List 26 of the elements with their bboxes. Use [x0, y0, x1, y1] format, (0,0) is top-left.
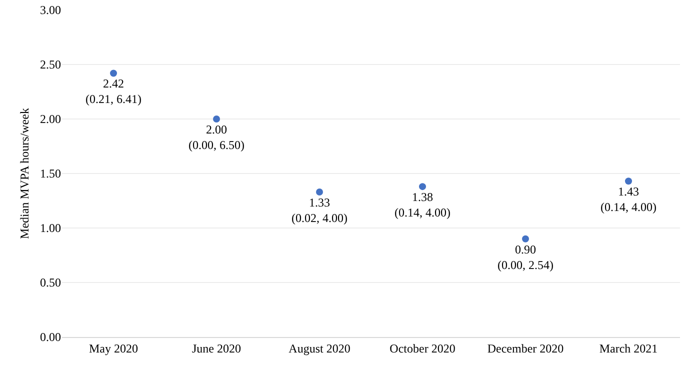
y-tick-label: 1.50: [40, 166, 61, 181]
y-tick-label: 2.00: [40, 112, 61, 126]
data-label: 1.43 (0.14, 4.00): [600, 184, 656, 214]
point: [110, 70, 117, 77]
y-axis-title: Median MVPA hours/week: [17, 108, 32, 239]
y-tick-label: 0.00: [40, 330, 61, 344]
y-tick-label: 1.00: [40, 221, 61, 236]
point: [419, 183, 426, 190]
point: [316, 188, 323, 196]
data-label: 1.33 (0.02, 4.00): [292, 195, 348, 226]
point: [625, 178, 632, 185]
x-tick-label: June 2020: [192, 341, 241, 356]
y-tick-label: 0.50: [40, 276, 61, 290]
x-tick-label: October 2020: [390, 341, 456, 356]
x-tick-label: August 2020: [288, 341, 350, 356]
point: [213, 116, 220, 122]
data-label: 2.42 (0.21, 6.41): [86, 76, 142, 106]
y-tick-label: 2.50: [40, 58, 61, 72]
y-tick-label: 3.00: [40, 3, 61, 18]
x-tick-label: May 2020: [89, 341, 138, 356]
x-tick-label: December 2020: [487, 341, 564, 356]
data-label: 0.90 (0.00, 2.54): [498, 242, 554, 272]
data-label: 1.38 (0.14, 4.00): [394, 190, 450, 220]
point: [522, 235, 529, 242]
x-tick-label: March 2021: [599, 341, 658, 356]
data-label: 2.00 (0.00, 6.50): [188, 122, 244, 152]
